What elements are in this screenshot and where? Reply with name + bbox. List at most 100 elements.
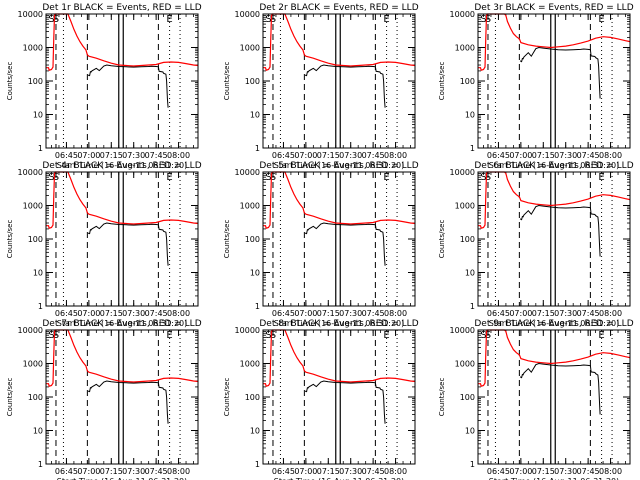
- interval-label: S: [480, 330, 486, 341]
- lld-series-line: [478, 171, 631, 229]
- y-tick-label: 10000: [235, 168, 260, 177]
- y-tick-label: 10: [33, 427, 43, 436]
- interval-label: S: [480, 172, 486, 183]
- y-tick-label: 1000: [23, 202, 43, 211]
- plot-frame: [262, 171, 416, 307]
- y-tick-label: 10000: [235, 326, 260, 335]
- plot-frame: [262, 329, 416, 465]
- events-series-line: [519, 46, 601, 99]
- interval-label: E: [166, 14, 172, 25]
- y-axis-label: Counts/sec: [438, 62, 446, 101]
- panel-1: Det 1r BLACK = Events, RED = LLD Counts/s…: [6, 3, 202, 170]
- x-axis-label: Start Time (16-Aug-11 06:31:20): [489, 477, 620, 480]
- panel-title: Det 5r BLACK = Events, RED = LLD: [259, 161, 418, 171]
- x-tick-label: 07:15: [100, 309, 123, 318]
- y-tick-label: 1: [470, 302, 475, 311]
- x-tick-label: 06:45: [272, 309, 295, 318]
- x-tick-label: 08:00: [384, 309, 407, 318]
- y-tick-label: 1000: [455, 360, 475, 369]
- x-tick-label: 07:30: [122, 309, 145, 318]
- x-tick-label: 06:45: [487, 309, 510, 318]
- x-axis-label: Start Time (16-Aug-11 06:31:20): [57, 319, 188, 328]
- plot-frame: [45, 13, 199, 149]
- interval-label: S: [480, 14, 486, 25]
- x-axis-label: Start Time (16-Aug-11 06:31:20): [57, 477, 188, 480]
- plot-frame: [262, 13, 416, 149]
- panel-title: Det 1r BLACK = Events, RED = LLD: [42, 3, 201, 13]
- y-tick-label: 1000: [240, 360, 260, 369]
- x-tick-label: 06:45: [55, 151, 78, 160]
- interval-label: S: [485, 330, 491, 341]
- panel-5: Det 5r BLACK = Events, RED = LLD Counts/s…: [223, 161, 419, 328]
- panel-2: Det 2r BLACK = Events, RED = LLD Counts/s…: [223, 3, 419, 170]
- y-axis-label: Counts/sec: [6, 378, 14, 417]
- panel-title: Det 7r BLACK = Events, RED = LLD: [42, 319, 201, 329]
- x-tick-label: 07:00: [294, 151, 317, 160]
- x-axis-label: Start Time (16-Aug-11 06:31:20): [489, 161, 620, 170]
- x-tick-label: 07:00: [509, 467, 532, 476]
- panel-title: Det 3r BLACK = Events, RED = LLD: [474, 3, 633, 13]
- lld-series-line: [46, 13, 199, 71]
- interval-label: E: [598, 14, 604, 25]
- y-axis-label: Counts/sec: [223, 220, 231, 259]
- panel-9: Det 9r BLACK = Events, RED = LLD Counts/s…: [438, 319, 634, 480]
- x-tick-label: 07:30: [122, 467, 145, 476]
- y-tick-label: 1000: [240, 202, 260, 211]
- events-series-line: [304, 222, 386, 266]
- interval-label: S: [270, 14, 276, 25]
- interval-label: S: [265, 330, 271, 341]
- x-tick-label: 07:00: [509, 309, 532, 318]
- y-axis-label: Counts/sec: [223, 62, 231, 101]
- x-tick-label: 06:45: [272, 151, 295, 160]
- lld-series-line: [478, 13, 631, 71]
- lld-series-line: [263, 329, 416, 387]
- y-tick-label: 10: [465, 111, 475, 120]
- y-tick-label: 10000: [18, 168, 43, 177]
- x-tick-label: 07:15: [532, 467, 555, 476]
- y-tick-label: 10: [250, 427, 260, 436]
- y-tick-label: 100: [245, 77, 260, 86]
- x-axis-label: Start Time (16-Aug-11 06:31:20): [57, 161, 188, 170]
- x-tick-label: 08:00: [167, 467, 190, 476]
- panel-title: Det 8r BLACK = Events, RED = LLD: [259, 319, 418, 329]
- y-axis-label: Counts/sec: [438, 378, 446, 417]
- y-tick-label: 10: [33, 269, 43, 278]
- x-tick-label: 07:00: [77, 151, 100, 160]
- x-tick-label: 07:15: [317, 151, 340, 160]
- x-tick-label: 07:30: [339, 467, 362, 476]
- interval-label: S: [270, 330, 276, 341]
- plot-frame: [477, 171, 631, 307]
- x-tick-label: 06:45: [487, 151, 510, 160]
- y-axis-label: Counts/sec: [438, 220, 446, 259]
- y-tick-label: 100: [245, 235, 260, 244]
- y-tick-label: 10: [250, 269, 260, 278]
- x-tick-label: 07:15: [532, 151, 555, 160]
- interval-label: S: [485, 172, 491, 183]
- x-axis-label: Start Time (16-Aug-11 06:31:20): [274, 319, 405, 328]
- lld-series-line: [263, 171, 416, 229]
- x-tick-label: 07:00: [294, 467, 317, 476]
- panel-8: Det 8r BLACK = Events, RED = LLD Counts/s…: [223, 319, 419, 480]
- y-tick-label: 1: [470, 144, 475, 153]
- x-tick-label: 06:45: [55, 309, 78, 318]
- x-tick-label: 07:45: [145, 151, 168, 160]
- y-tick-label: 10000: [450, 10, 475, 19]
- y-tick-label: 1: [255, 460, 260, 469]
- y-tick-label: 1: [255, 302, 260, 311]
- y-tick-label: 10: [33, 111, 43, 120]
- interval-label: E: [383, 330, 389, 341]
- x-tick-label: 08:00: [384, 467, 407, 476]
- events-series-line: [87, 380, 169, 424]
- y-tick-label: 1: [255, 144, 260, 153]
- x-tick-label: 07:45: [145, 309, 168, 318]
- events-series-line: [519, 204, 601, 257]
- y-tick-label: 1000: [23, 360, 43, 369]
- y-tick-label: 1: [38, 460, 43, 469]
- lld-series-line: [46, 329, 199, 387]
- y-tick-label: 10000: [450, 326, 475, 335]
- events-series-line: [519, 362, 601, 415]
- x-tick-label: 07:45: [577, 151, 600, 160]
- x-tick-label: 07:00: [77, 309, 100, 318]
- y-tick-label: 10: [250, 111, 260, 120]
- x-tick-label: 07:30: [554, 467, 577, 476]
